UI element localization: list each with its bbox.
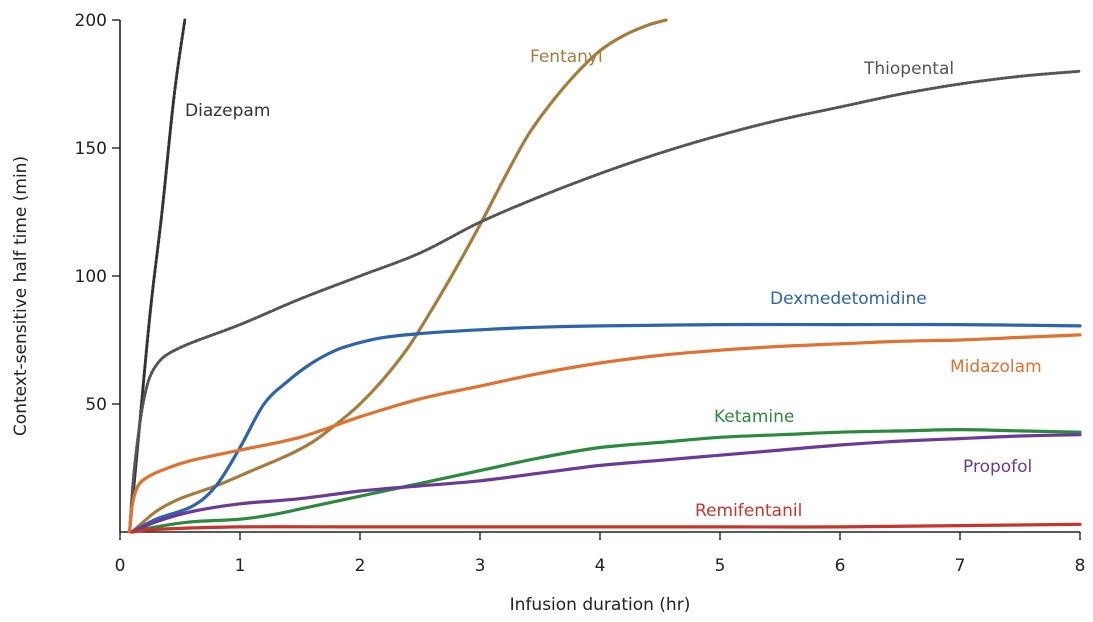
series-label-propofol: Propofol bbox=[963, 457, 1032, 477]
x-tick-label: 6 bbox=[835, 556, 846, 576]
series-line-remifentanil bbox=[130, 522, 1082, 534]
series-label-fentanyl: Fentanyl bbox=[530, 47, 603, 67]
series-lines bbox=[128, 18, 1082, 534]
series-line-diazepam bbox=[128, 18, 187, 534]
x-axis-title: Infusion duration (hr) bbox=[510, 595, 691, 615]
y-axis-title: Context-sensitive half time (min) bbox=[11, 156, 31, 436]
axes bbox=[119, 20, 1080, 533]
series-label-remifentanil: Remifentanil bbox=[695, 501, 802, 521]
y-ticks: 50 100 150 200 bbox=[75, 11, 120, 415]
series-label-midazolam: Midazolam bbox=[950, 357, 1042, 377]
y-tick-label: 50 bbox=[85, 395, 107, 415]
x-tick-label: 4 bbox=[595, 556, 606, 576]
x-tick-label: 8 bbox=[1075, 556, 1086, 576]
series-labels: Diazepam Fentanyl Thiopental Dexmedetomidin… bbox=[185, 47, 1042, 521]
x-tick-label: 0 bbox=[115, 556, 126, 576]
y-tick-label: 100 bbox=[75, 267, 107, 287]
x-tick-label: 5 bbox=[715, 556, 726, 576]
x-tick-label: 3 bbox=[475, 556, 486, 576]
series-label-thiopental: Thiopental bbox=[863, 59, 954, 79]
series-line-propofol bbox=[130, 433, 1082, 534]
series-line-midazolam bbox=[128, 333, 1082, 534]
x-ticks: 0 1 2 3 4 5 6 7 8 bbox=[115, 532, 1086, 576]
y-tick-label: 150 bbox=[75, 139, 107, 159]
series-line-dexmedetomidine bbox=[130, 322, 1082, 534]
x-tick-label: 2 bbox=[355, 556, 366, 576]
series-label-dexmedetomidine: Dexmedetomidine bbox=[770, 289, 927, 309]
series-line-ketamine bbox=[130, 428, 1082, 534]
series-label-diazepam: Diazepam bbox=[185, 101, 270, 121]
series-label-ketamine: Ketamine bbox=[714, 407, 794, 427]
x-tick-label: 7 bbox=[955, 556, 966, 576]
x-tick-label: 1 bbox=[235, 556, 246, 576]
y-tick-label: 200 bbox=[75, 11, 107, 31]
series-line-fentanyl bbox=[130, 18, 668, 534]
series-line-thiopental bbox=[128, 69, 1082, 534]
